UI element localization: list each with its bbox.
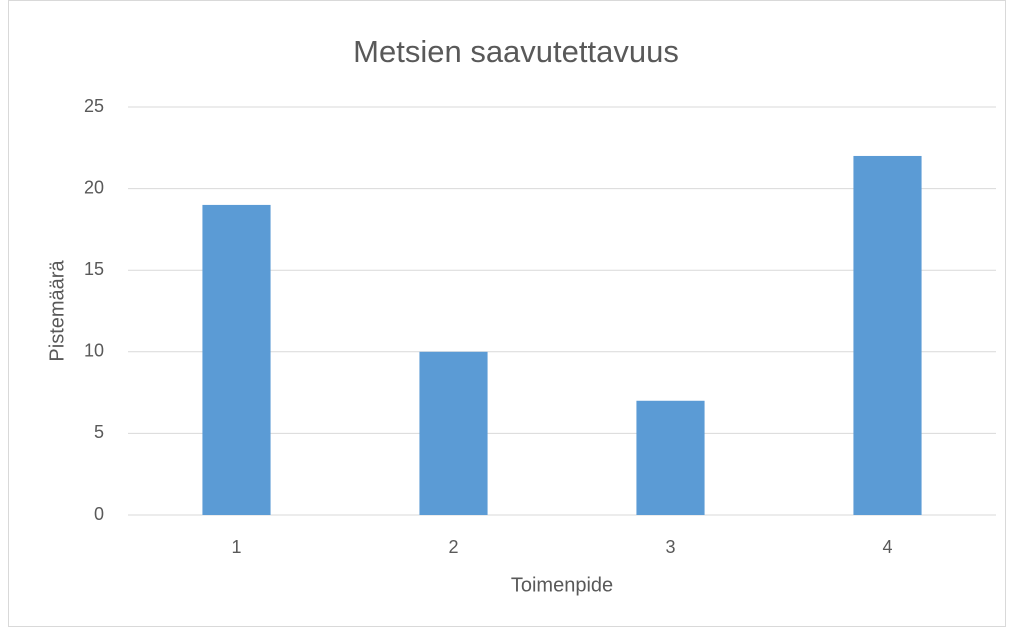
y-tick-label: 15 xyxy=(84,259,104,279)
y-tick-label: 25 xyxy=(84,96,104,116)
bar xyxy=(853,155,922,515)
x-tick-label: 4 xyxy=(882,537,892,557)
y-tick-label: 0 xyxy=(94,504,104,524)
x-tick-label: 3 xyxy=(665,537,675,557)
chart-title: Metsien saavutettavuus xyxy=(353,34,679,69)
y-tick-label: 20 xyxy=(84,177,104,197)
x-tick-label: 1 xyxy=(231,537,241,557)
y-tick-label: 5 xyxy=(94,422,104,442)
chart-border xyxy=(8,0,1006,627)
y-axis-label: Pistemäärä xyxy=(46,260,68,362)
y-tick-label: 10 xyxy=(84,341,104,361)
bar xyxy=(419,351,488,515)
x-axis-label: Toimenpide xyxy=(511,574,613,596)
bar xyxy=(202,204,271,516)
x-tick-label: 2 xyxy=(448,537,458,557)
bar xyxy=(636,400,705,515)
